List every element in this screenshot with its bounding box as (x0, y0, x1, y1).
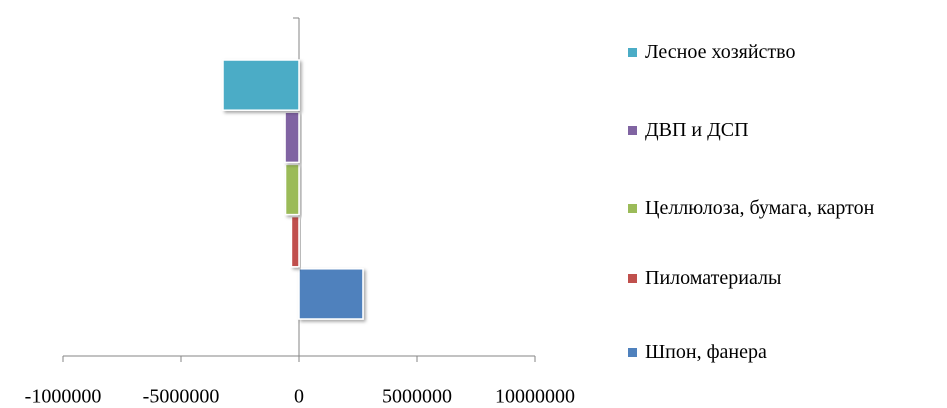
legend-item: Пиломатериалы (628, 266, 947, 290)
legend-label: Пиломатериалы (645, 267, 782, 289)
legend-item: Целлюлоза, бумага, картон (628, 196, 947, 220)
legend-swatch (628, 126, 637, 135)
bar (298, 268, 364, 320)
x-tick-label: 5000000 (382, 386, 452, 408)
legend-swatch (628, 48, 637, 57)
x-tick-label: 10000000 (495, 386, 575, 408)
bar (222, 59, 300, 111)
bar (284, 111, 300, 164)
legend-swatch (628, 274, 637, 283)
legend-swatch (628, 204, 637, 213)
legend-label: Лесное хозяйство (645, 41, 796, 63)
legend-item: Лесное хозяйство (628, 40, 947, 64)
bar (290, 215, 300, 268)
legend-label: Шпон, фанера (645, 341, 767, 363)
legend-item: Шпон, фанера (628, 340, 947, 364)
x-tick-label: -5000000 (143, 386, 220, 408)
bar (284, 163, 300, 216)
legend-item: ДВП и ДСП (628, 118, 947, 142)
legend-label: Целлюлоза, бумага, картон (645, 197, 875, 219)
legend-label: ДВП и ДСП (645, 119, 749, 141)
x-tick-label: 0 (294, 386, 304, 408)
legend: Лесное хозяйство ДВП и ДСП Целлюлоза, бума… (628, 0, 947, 408)
x-tick-label: -1000000 (25, 386, 102, 408)
legend-swatch (628, 348, 637, 357)
plot: -1000000 -5000000 0 5000000 10000000 (25, 17, 575, 408)
